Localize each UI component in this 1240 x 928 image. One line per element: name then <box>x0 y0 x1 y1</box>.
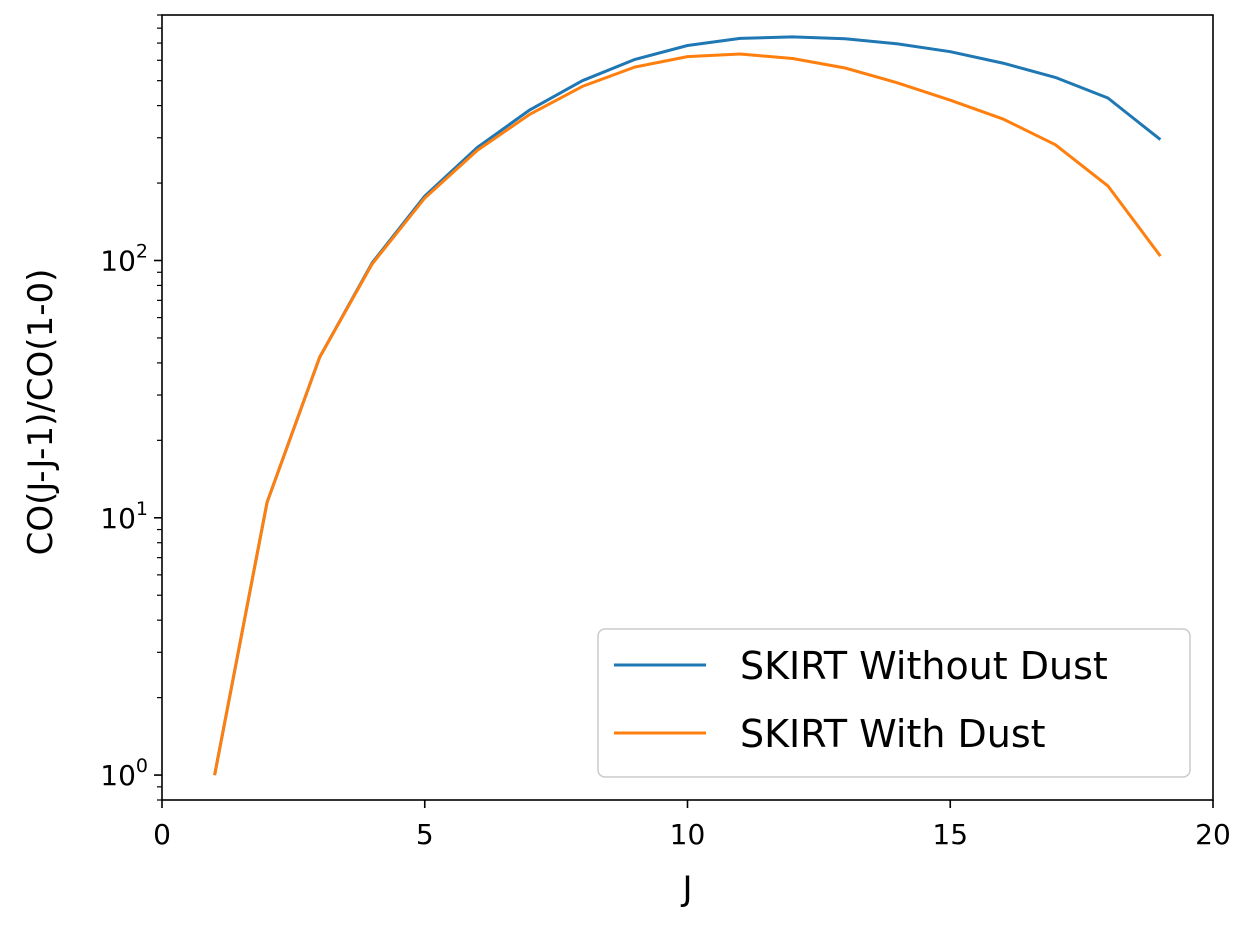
y-tick-base: 10 <box>100 759 136 792</box>
x-axis-ticks: 0 5 10 15 20 <box>153 800 1231 851</box>
legend-label-2: SKIRT With Dust <box>740 712 1046 756</box>
y-tick-exponent: 2 <box>136 241 148 263</box>
y-axis-label: CO(J-J-1)/CO(1-0) <box>21 269 61 556</box>
x-tick-label: 0 <box>153 818 171 851</box>
x-tick-label: 15 <box>932 818 968 851</box>
legend-box <box>597 628 1191 778</box>
y-tick-base: 10 <box>100 502 136 535</box>
y-tick-base: 10 <box>100 245 136 278</box>
legend: SKIRT Without Dust SKIRT With Dust <box>597 628 1191 778</box>
legend-label-1: SKIRT Without Dust <box>740 644 1108 688</box>
series-layer <box>213 35 1162 776</box>
y-tick-exponent: 0 <box>136 755 148 777</box>
series-line-2 <box>213 52 1162 776</box>
x-tick-label: 10 <box>670 818 706 851</box>
x-axis-label: J <box>680 869 692 909</box>
y-tick-label: 101 <box>100 498 148 535</box>
y-tick-label: 100 <box>100 755 148 792</box>
x-tick-label: 20 <box>1195 818 1231 851</box>
x-tick-label: 5 <box>416 818 434 851</box>
y-tick-label: 102 <box>100 241 148 278</box>
y-tick-exponent: 1 <box>136 498 148 520</box>
